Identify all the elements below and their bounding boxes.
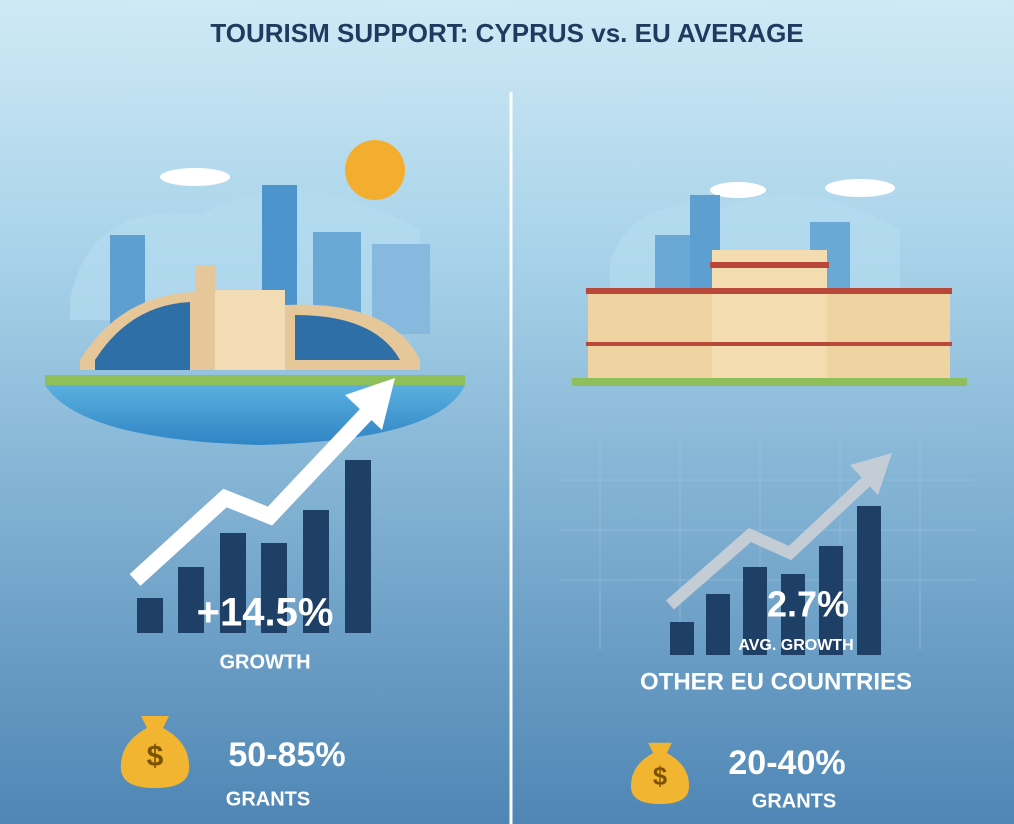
eu-bars bbox=[670, 506, 881, 655]
cyprus-illustration-part bbox=[372, 244, 430, 334]
eu-arrow-part bbox=[850, 453, 892, 495]
cyprus-bars-part bbox=[137, 598, 163, 633]
eu-growth: 2.7% bbox=[767, 584, 849, 625]
money-bag-icon-part: $ bbox=[653, 763, 667, 791]
cyprus-illustration-part bbox=[95, 302, 190, 370]
eu-illustration-part bbox=[710, 262, 829, 268]
cyprus-bars-part bbox=[345, 460, 371, 633]
eu-grants-label: GRANTS bbox=[752, 790, 836, 812]
eu-illustration-part bbox=[586, 342, 952, 346]
cyprus-illustration-part bbox=[345, 140, 405, 200]
cyprus-illustration-part bbox=[295, 315, 400, 360]
eu-arrow bbox=[666, 453, 892, 610]
cyprus-bars bbox=[137, 460, 371, 633]
eu-illustration-part bbox=[572, 378, 967, 386]
eu-bars-part bbox=[857, 506, 881, 655]
money-bag-icon-part bbox=[630, 742, 690, 804]
money-bag-icon-part: $ bbox=[147, 740, 164, 773]
cyprus-arrow-part bbox=[129, 404, 376, 586]
eu-illustration-part bbox=[710, 182, 766, 198]
cyprus-illustration-part bbox=[160, 168, 230, 186]
eu-growth-label: AVG. GROWTH bbox=[738, 637, 853, 654]
cyprus-growth-label: GROWTH bbox=[219, 651, 310, 673]
eu-illustration-part bbox=[655, 235, 690, 290]
cyprus-illustration-part bbox=[45, 375, 465, 385]
eu-arrow-part bbox=[666, 473, 875, 610]
cyprus-bars-part bbox=[303, 510, 329, 633]
cyprus-arrow-part bbox=[345, 378, 395, 430]
cyprus-growth: +14.5% bbox=[197, 591, 334, 635]
cyprus-bars-part bbox=[220, 533, 246, 633]
eu-bars-part bbox=[706, 594, 730, 655]
cyprus-illustration-part bbox=[215, 290, 285, 370]
title: TOURISM SUPPORT: CYPRUS vs. EU AVERAGE bbox=[210, 18, 803, 48]
eu-grid bbox=[560, 395, 975, 650]
money-bag-icon-part bbox=[120, 716, 190, 788]
eu-illustration-part bbox=[712, 250, 827, 380]
money-bag-icon: $ bbox=[120, 716, 190, 788]
eu-illustration-part bbox=[825, 179, 895, 197]
cyprus-grants-label: GRANTS bbox=[226, 788, 310, 810]
eu-grants: 20-40% bbox=[728, 744, 845, 782]
cyprus-illustration bbox=[45, 140, 465, 445]
eu-bars-part bbox=[819, 546, 843, 655]
cyprus-bars-part bbox=[261, 543, 287, 633]
eu-bars-part bbox=[743, 567, 767, 655]
eu-bars-part bbox=[781, 574, 805, 655]
money-bag-icon: $ bbox=[630, 742, 690, 804]
eu-illustration bbox=[572, 179, 967, 386]
cyprus-illustration-part bbox=[195, 265, 215, 370]
cyprus-arrow bbox=[129, 378, 395, 586]
eu-bars-part bbox=[670, 622, 694, 655]
eu-subtitle: OTHER EU COUNTRIES bbox=[640, 668, 912, 695]
cyprus-bars-part bbox=[178, 567, 204, 633]
cyprus-grants: 50-85% bbox=[228, 736, 345, 774]
eu-illustration-part bbox=[586, 288, 952, 294]
